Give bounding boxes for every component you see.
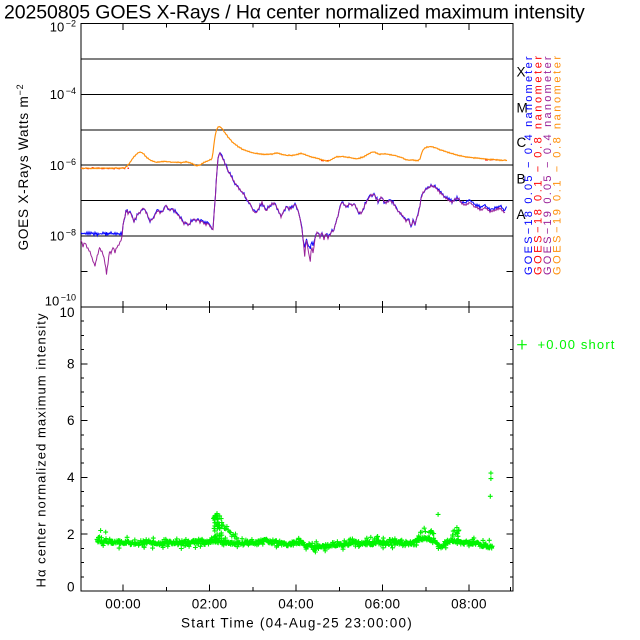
svg-text:08:00: 08:00: [451, 597, 487, 612]
svg-text:Hα center normalized maximum i: Hα center normalized maximum intensity: [34, 313, 49, 588]
svg-text:8: 8: [67, 356, 75, 371]
svg-text:04:00: 04:00: [278, 597, 314, 612]
svg-text:M: M: [517, 101, 528, 116]
svg-text:4: 4: [67, 470, 75, 485]
svg-text:00:00: 00:00: [105, 597, 141, 612]
svg-text:Start Time (04-Aug-25 23:00:00: Start Time (04-Aug-25 23:00:00): [181, 616, 413, 631]
svg-text:10: 10: [59, 305, 74, 320]
svg-text:GOES−19 0.05 − 0.4 nanometer: GOES−19 0.05 − 0.4 nanometer: [542, 54, 554, 275]
svg-text:02:00: 02:00: [192, 597, 228, 612]
svg-text:GOES−18 0.05 − 0.4 nanometer: GOES−18 0.05 − 0.4 nanometer: [523, 54, 535, 275]
svg-text:GOES X-Rays Watts m−2: GOES X-Rays Watts m−2: [15, 84, 31, 251]
svg-text:A: A: [517, 207, 526, 222]
svg-text:X: X: [517, 65, 526, 80]
svg-text:GOES−18 0.1 − 0.8 nanometer: GOES−18 0.1 − 0.8 nanometer: [533, 53, 545, 275]
svg-text:06:00: 06:00: [365, 597, 401, 612]
svg-text:0: 0: [67, 580, 75, 595]
svg-text:C: C: [517, 135, 527, 150]
svg-text:+0.00 short: +0.00 short: [538, 337, 616, 352]
svg-text:GOES−19 0.1 − 0.8 nanometer: GOES−19 0.1 − 0.8 nanometer: [552, 53, 564, 275]
svg-text:20250805 GOES X-Rays / Hα cent: 20250805 GOES X-Rays / Hα center normali…: [4, 2, 585, 24]
svg-text:B: B: [517, 172, 526, 187]
svg-text:6: 6: [67, 413, 75, 428]
svg-text:2: 2: [67, 527, 75, 542]
